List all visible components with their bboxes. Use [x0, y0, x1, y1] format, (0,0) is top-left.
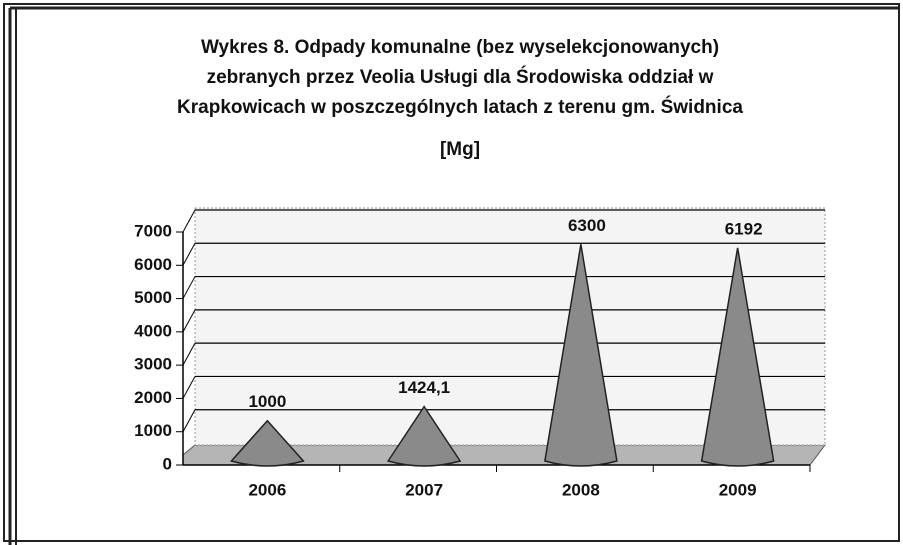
value-label: 1000: [248, 392, 286, 411]
x-tick-label: 2007: [405, 480, 443, 499]
value-label: 6300: [568, 216, 606, 235]
x-tick-label: 2009: [719, 480, 757, 499]
grid-line: [182, 276, 196, 299]
chart-title: Wykres 8. Odpady komunalne (bez wyselekc…: [201, 37, 719, 58]
grid-line: [182, 309, 196, 333]
x-tick-label: 2006: [248, 480, 286, 499]
chart-title: Krapkowicach w poszczególnych latach z t…: [177, 96, 743, 118]
cone: [544, 244, 618, 467]
y-tick-label: 3000: [134, 355, 172, 374]
value-label: 1424,1: [398, 378, 450, 397]
frame: [3, 3, 900, 542]
y-tick-label: 0: [163, 454, 172, 473]
grid-line: [182, 243, 196, 266]
cone: [700, 247, 775, 467]
cone: [230, 419, 305, 467]
grid-line: [182, 342, 196, 366]
grid-line: [182, 209, 196, 233]
value-label: 6192: [725, 219, 763, 238]
y-tick-label: 5000: [134, 288, 172, 307]
y-tick-label: 1000: [134, 421, 172, 440]
y-tick-label: 6000: [134, 255, 172, 274]
x-tick-label: 2008: [562, 480, 600, 499]
grid-line: [182, 376, 196, 399]
cone: [386, 405, 462, 467]
chart-title: [Mg]: [440, 139, 480, 160]
y-tick-label: 7000: [134, 221, 172, 240]
chart-title: zebranych przez Veolia Usługi dla Środow…: [207, 66, 714, 88]
y-tick-label: 2000: [134, 388, 172, 407]
y-tick-label: 4000: [134, 321, 172, 340]
grid-line: [182, 409, 196, 432]
